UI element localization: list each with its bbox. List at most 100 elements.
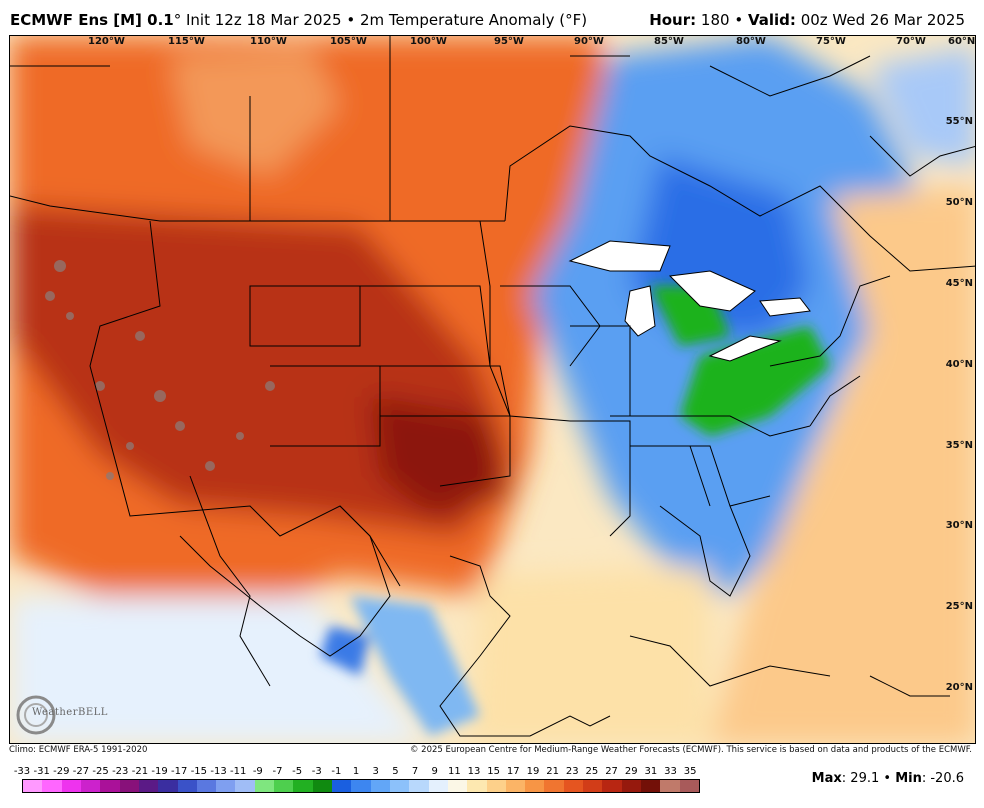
colorbar-label: -13	[210, 766, 227, 777]
copyright-note: © 2025 European Centre for Medium-Range …	[409, 745, 972, 755]
weatherbell-logo: WeatherBELL	[14, 693, 107, 737]
lat-label-60n: 60°N	[948, 36, 976, 47]
mexico-cool-core	[320, 626, 370, 676]
colorbar-label: 13	[467, 766, 481, 777]
colorbar-label: -27	[72, 766, 90, 777]
bullet-sep: •	[346, 11, 356, 29]
colorbar-label: 3	[372, 766, 379, 777]
colorbar-swatch	[254, 780, 275, 792]
lon-label-80w: 80°W	[736, 36, 766, 47]
temperature-anomaly-map: 120°W 115°W 110°W 105°W 100°W 95°W 90°W …	[9, 35, 976, 744]
lon-label-100w: 100°W	[410, 36, 447, 47]
pacific-cool	[10, 596, 429, 743]
colorbar-label: 7	[411, 766, 419, 777]
lat-label-55n: 55°N	[945, 116, 973, 127]
max-value: 29.1	[850, 771, 880, 786]
lat-label-45n: 45°N	[945, 278, 973, 289]
colorbar-label: 17	[506, 766, 520, 777]
colorbar-swatch	[428, 780, 448, 792]
great-lakes	[568, 240, 811, 362]
colorbar-label: 25	[585, 766, 599, 777]
lat-label-50n: 50°N	[945, 197, 973, 208]
lat-label-30n: 30°N	[945, 520, 973, 531]
colorbar-label: 27	[605, 766, 618, 777]
colorbar-labels: -33 -31 -29 -27 -25 -23 -21 -19 -17 -15 -13 -11 -9 -7…	[14, 766, 704, 778]
colorbar-swatch	[196, 780, 217, 792]
colorbar-swatch	[641, 780, 661, 792]
colorbar-label: -29	[53, 766, 70, 777]
colorbar-swatch	[177, 780, 197, 792]
colorbar-swatch	[679, 780, 699, 792]
colorbar-label: -17	[171, 766, 188, 777]
valid-info: Hour: 180 • Valid: 00z Wed 26 Mar 2025	[649, 11, 965, 29]
colorbar-swatch	[370, 780, 390, 792]
lon-label-105w: 105°W	[330, 36, 367, 47]
colorbar-label: 19	[526, 766, 540, 777]
colorbar-label: -31	[33, 766, 50, 777]
colorbar-label: -9	[252, 766, 263, 777]
political-borders	[10, 36, 975, 737]
map-title: ECMWF Ens [M] 0.1° Init 12z 18 Mar 2025 …	[10, 11, 587, 29]
colorbar-swatch	[158, 780, 178, 792]
model-name: ECMWF Ens [M] 0.1	[10, 11, 174, 29]
lat-label-25n: 25°N	[945, 601, 973, 612]
logo-swirl-icon	[16, 695, 56, 735]
colorbar-label: 11	[447, 766, 461, 777]
colorbar-swatch	[312, 780, 332, 792]
lon-label-95w: 95°W	[494, 36, 524, 47]
lon-label-75w: 75°W	[816, 36, 846, 47]
atlantic-warm	[710, 186, 975, 743]
climo-note: Climo: ECMWF ERA-5 1991-2020	[9, 745, 148, 755]
colorbar-swatch	[100, 780, 120, 792]
colorbar-label: -23	[112, 766, 129, 777]
colorbar-swatch	[602, 780, 622, 792]
colorbar-label: -21	[131, 766, 149, 777]
colorbar-swatch	[351, 780, 371, 792]
colorbar-label: 5	[392, 766, 399, 777]
colorbar-swatch	[80, 780, 101, 792]
colorbar-swatch	[138, 780, 159, 792]
lon-label-120w: 120°W	[88, 36, 125, 47]
gulf-warm	[470, 566, 710, 743]
lon-label-110w: 110°W	[250, 36, 287, 47]
colorbar-swatch	[447, 780, 468, 792]
colorbar-swatch	[216, 780, 236, 792]
hour-value: 180	[700, 11, 730, 29]
lat-label-20n: 20°N	[945, 682, 973, 693]
logo-text: WeatherBELL	[32, 707, 108, 718]
colorbar-swatch	[467, 780, 487, 792]
colorbar-swatch	[409, 780, 429, 792]
init-time: Init 12z 18 Mar 2025	[186, 11, 342, 29]
colorbar	[22, 779, 700, 793]
colorbar-swatch	[563, 780, 584, 792]
bullet-sep-2: •	[734, 11, 744, 29]
colorbar-swatch	[274, 780, 294, 792]
lon-label-70w: 70°W	[896, 36, 926, 47]
lat-label-35n: 35°N	[945, 440, 973, 451]
colorbar-label: -11	[230, 766, 247, 777]
degree-symbol: °	[173, 11, 182, 29]
moderate-warm	[170, 46, 340, 176]
colorbar-label: -3	[311, 766, 322, 777]
lat-label-40n: 40°N	[945, 359, 973, 370]
variable-name: 2m Temperature Anomaly (°F)	[360, 11, 588, 29]
colorbar-swatch	[332, 780, 352, 792]
valid-label: Valid:	[747, 11, 796, 29]
colorbar-swatch	[505, 780, 526, 792]
map-canvas	[10, 36, 975, 743]
colorbar-label: -5	[292, 766, 303, 777]
colorbar-swatch	[486, 780, 506, 792]
colorbar-swatch	[23, 780, 43, 792]
colorbar-label: -15	[190, 766, 208, 777]
lon-label-90w: 90°W	[574, 36, 604, 47]
colorbar-swatch	[61, 780, 81, 792]
colorbar-label: -7	[272, 766, 283, 777]
colorbar-label: 15	[487, 766, 501, 777]
colorbar-label: -19	[151, 766, 168, 777]
hour-label: Hour:	[649, 11, 697, 29]
valid-value: 00z Wed 26 Mar 2025	[800, 11, 965, 29]
colorbar-swatch	[42, 780, 62, 792]
colorbar-swatch	[544, 780, 564, 792]
colorbar-label: 23	[565, 766, 579, 777]
max-label: Max	[811, 771, 842, 786]
